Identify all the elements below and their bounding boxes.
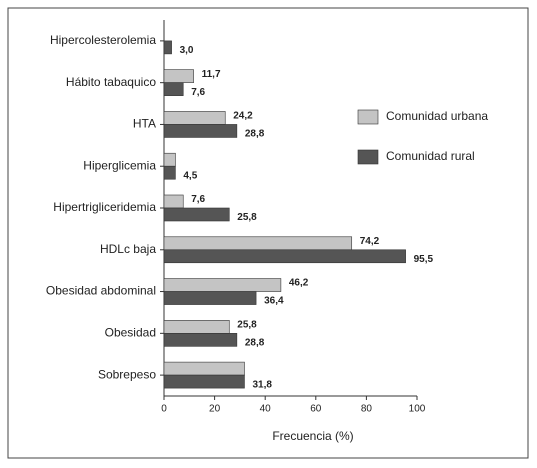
y-tick-label: Hipercolesterolemia	[50, 33, 156, 47]
y-tick-label: Hábito tabaquico	[66, 75, 156, 89]
bar	[163, 69, 194, 83]
value-label: 4,5	[183, 170, 197, 181]
bar	[163, 278, 282, 292]
value-label: 46,2	[289, 278, 309, 289]
value-label: 95,5	[414, 254, 434, 265]
bar	[163, 165, 176, 180]
value-label: 11,7	[202, 69, 221, 80]
x-tick-label: 80	[361, 404, 373, 415]
x-tick-label: 0	[161, 404, 167, 415]
bar	[163, 207, 230, 222]
value-label: 28,8	[245, 129, 265, 140]
value-label: 74,2	[360, 236, 380, 247]
y-tick-label: Sobrepeso	[98, 367, 156, 381]
value-label: 25,8	[237, 212, 257, 223]
y-tick-label: Obesidad abdominal	[46, 284, 156, 298]
bar	[163, 249, 406, 264]
bar	[163, 236, 353, 251]
bar	[163, 40, 172, 55]
bar	[163, 111, 226, 125]
y-tick-label: Hipertrigliceridemia	[53, 200, 156, 214]
bar	[163, 291, 257, 305]
value-label: 28,8	[245, 337, 265, 348]
bar	[163, 333, 238, 347]
legend-label: Comunidad rural	[386, 149, 475, 163]
value-label: 7,6	[191, 194, 205, 205]
value-label: 3,0	[180, 45, 194, 56]
bar	[163, 152, 176, 167]
x-tick-label: 40	[260, 404, 272, 415]
value-label: 25,8	[237, 319, 257, 330]
x-axis-label: Frecuencia (%)	[272, 429, 353, 443]
bar	[163, 82, 184, 96]
bar	[163, 124, 238, 138]
legend-label: Comunidad urbana	[386, 109, 488, 123]
legend-swatch	[357, 109, 379, 125]
y-tick-label: HDLc baja	[100, 242, 156, 256]
value-label: 36,4	[264, 296, 284, 307]
value-label: 24,2	[233, 111, 253, 122]
x-tick-label: 100	[409, 404, 426, 415]
bar	[163, 374, 245, 389]
y-tick-label: Obesidad	[105, 326, 156, 340]
x-tick-label: 20	[209, 404, 221, 415]
y-tick-label: Hiperglicemia	[83, 158, 156, 172]
frame	[7, 7, 529, 459]
bar	[163, 320, 230, 334]
value-label: 31,8	[252, 379, 272, 390]
x-tick-label: 60	[310, 404, 322, 415]
value-label: 7,6	[191, 87, 205, 98]
bar	[163, 361, 245, 376]
y-tick-label: HTA	[133, 117, 156, 131]
bar	[163, 194, 184, 209]
legend-swatch	[357, 149, 379, 165]
